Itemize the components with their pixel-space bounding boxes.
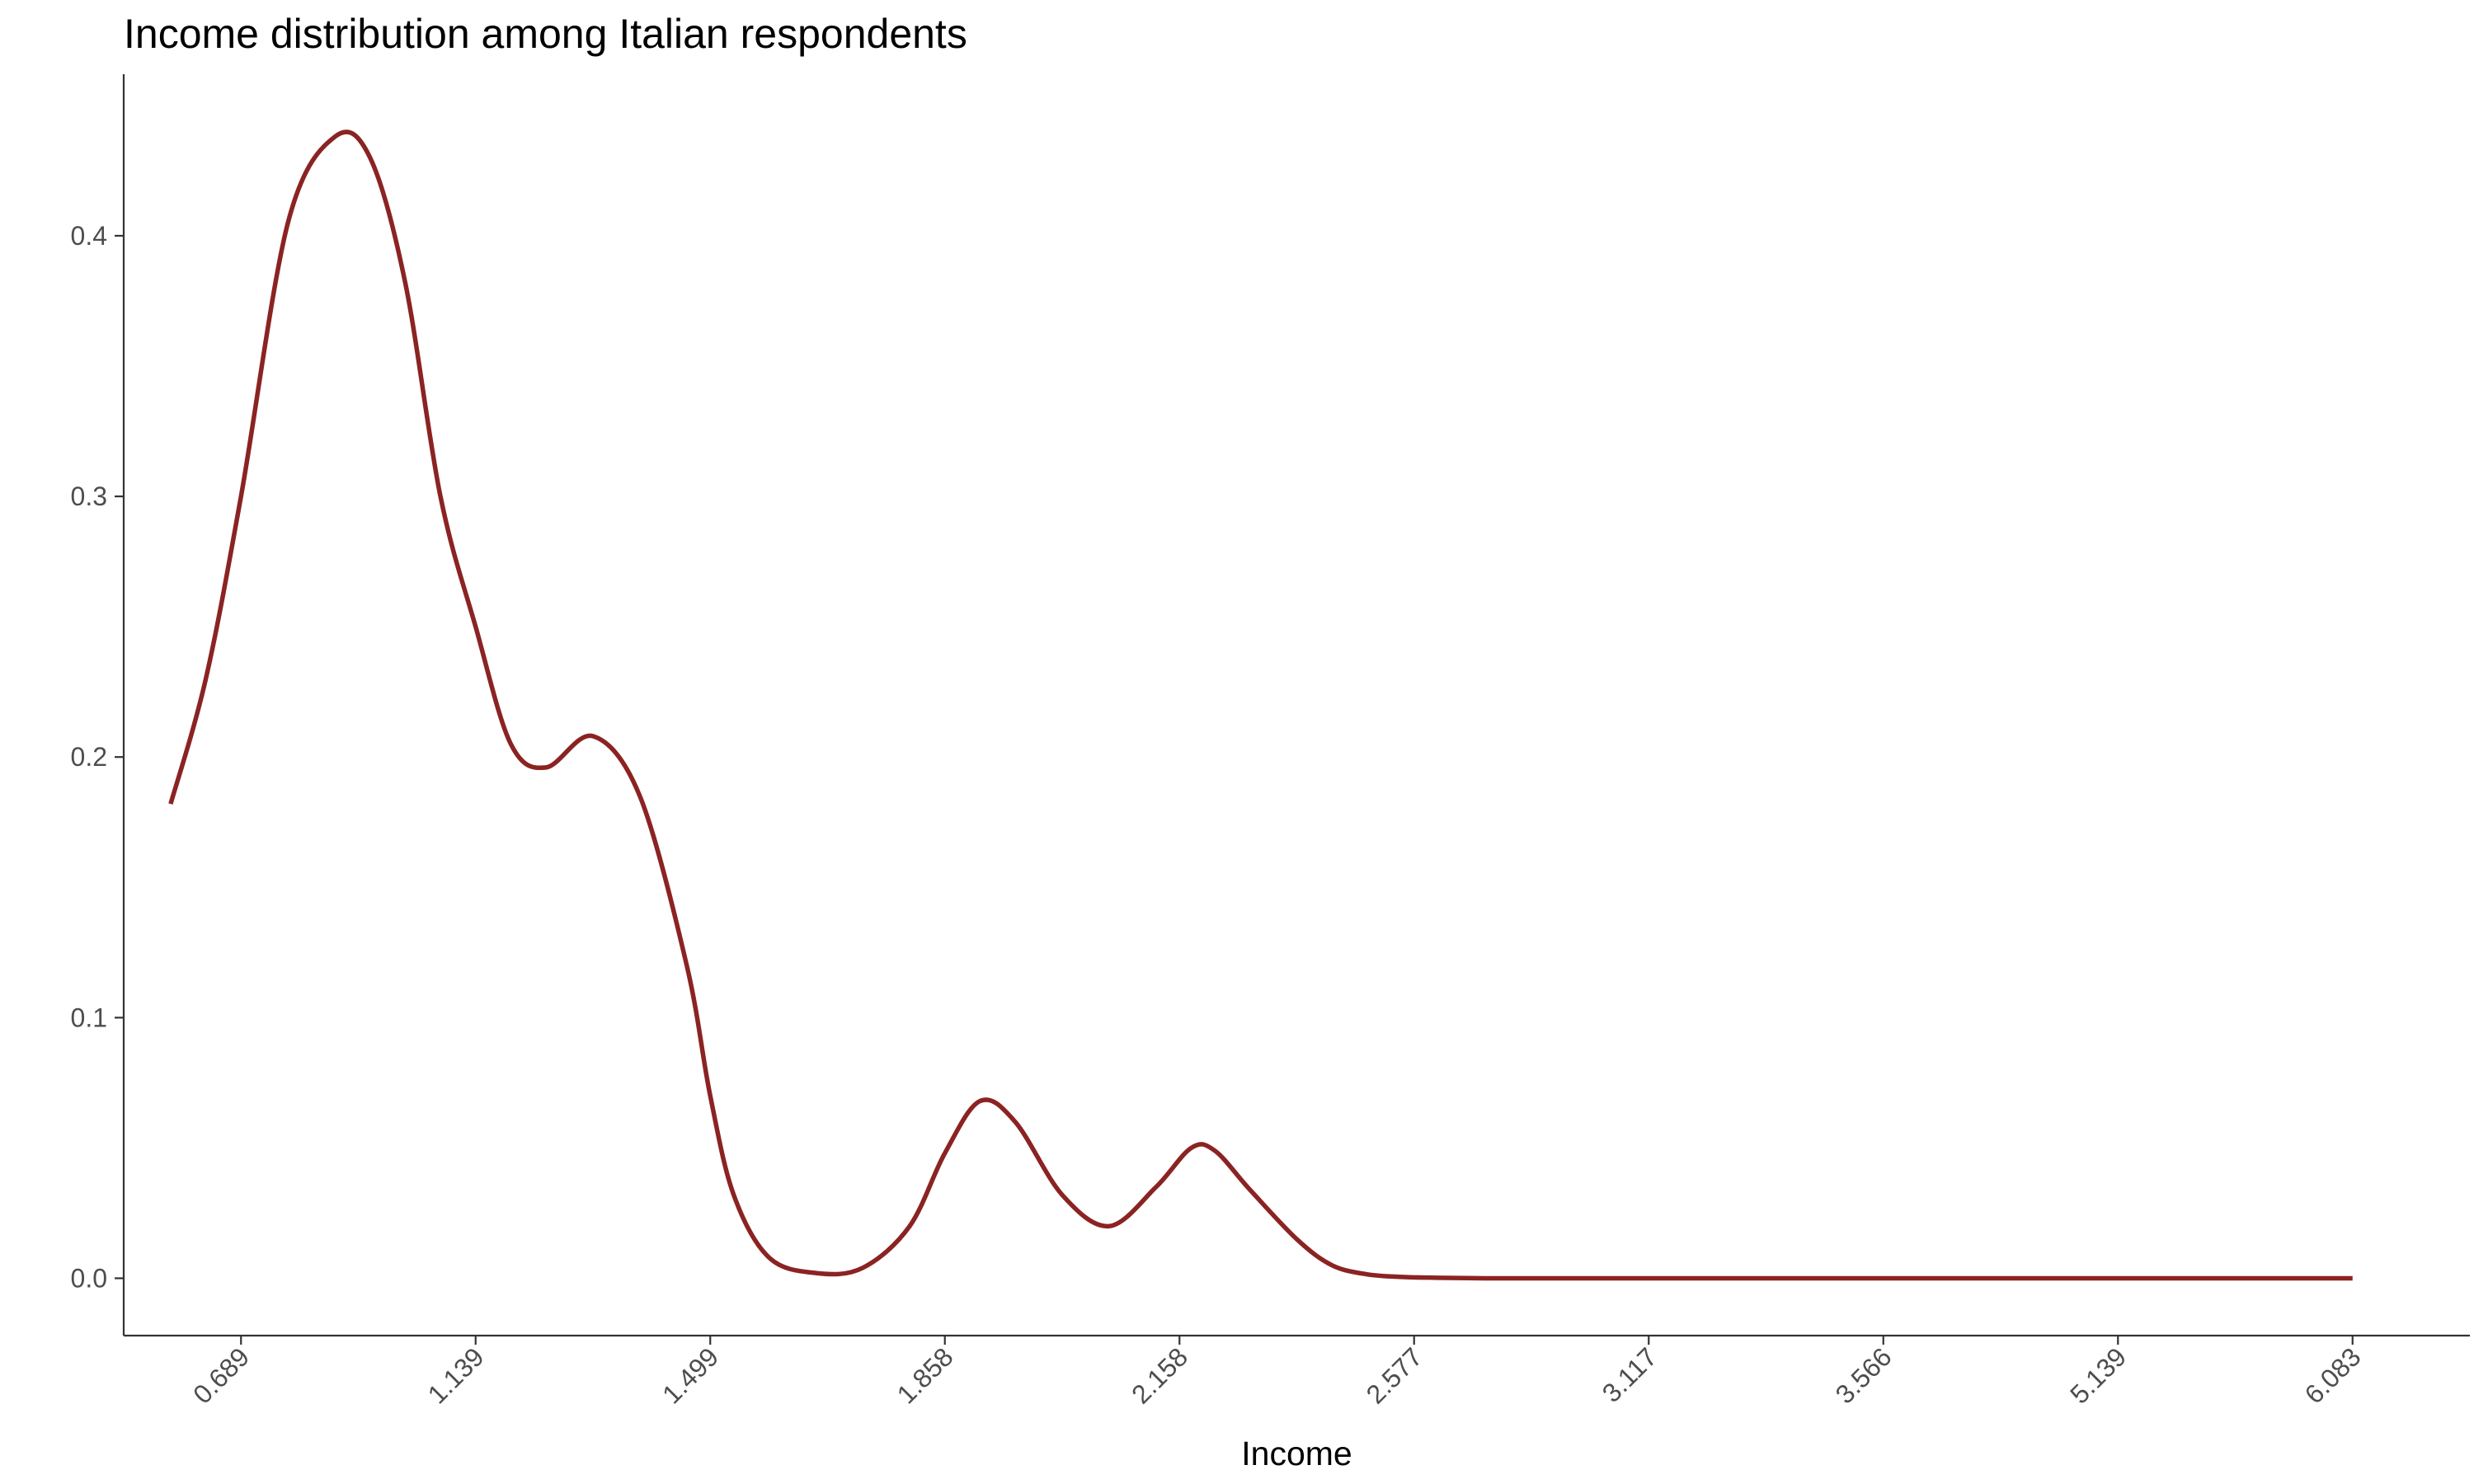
- plot-area: [168, 129, 2353, 1281]
- y-tick-label: 0.2: [71, 742, 107, 772]
- x-axis-title: Income: [1241, 1435, 1352, 1472]
- y-tick-label: 0.3: [71, 481, 107, 511]
- density-curve: [168, 129, 2353, 1281]
- y-tick-label: 0.0: [71, 1263, 107, 1293]
- y-tick-label: 0.1: [71, 1003, 107, 1032]
- y-tick-label: 0.4: [71, 221, 107, 251]
- chart-title: Income distribution among Italian respon…: [124, 11, 967, 57]
- y-axis: 0.0 0.1 0.2 0.3 0.4: [71, 74, 125, 1336]
